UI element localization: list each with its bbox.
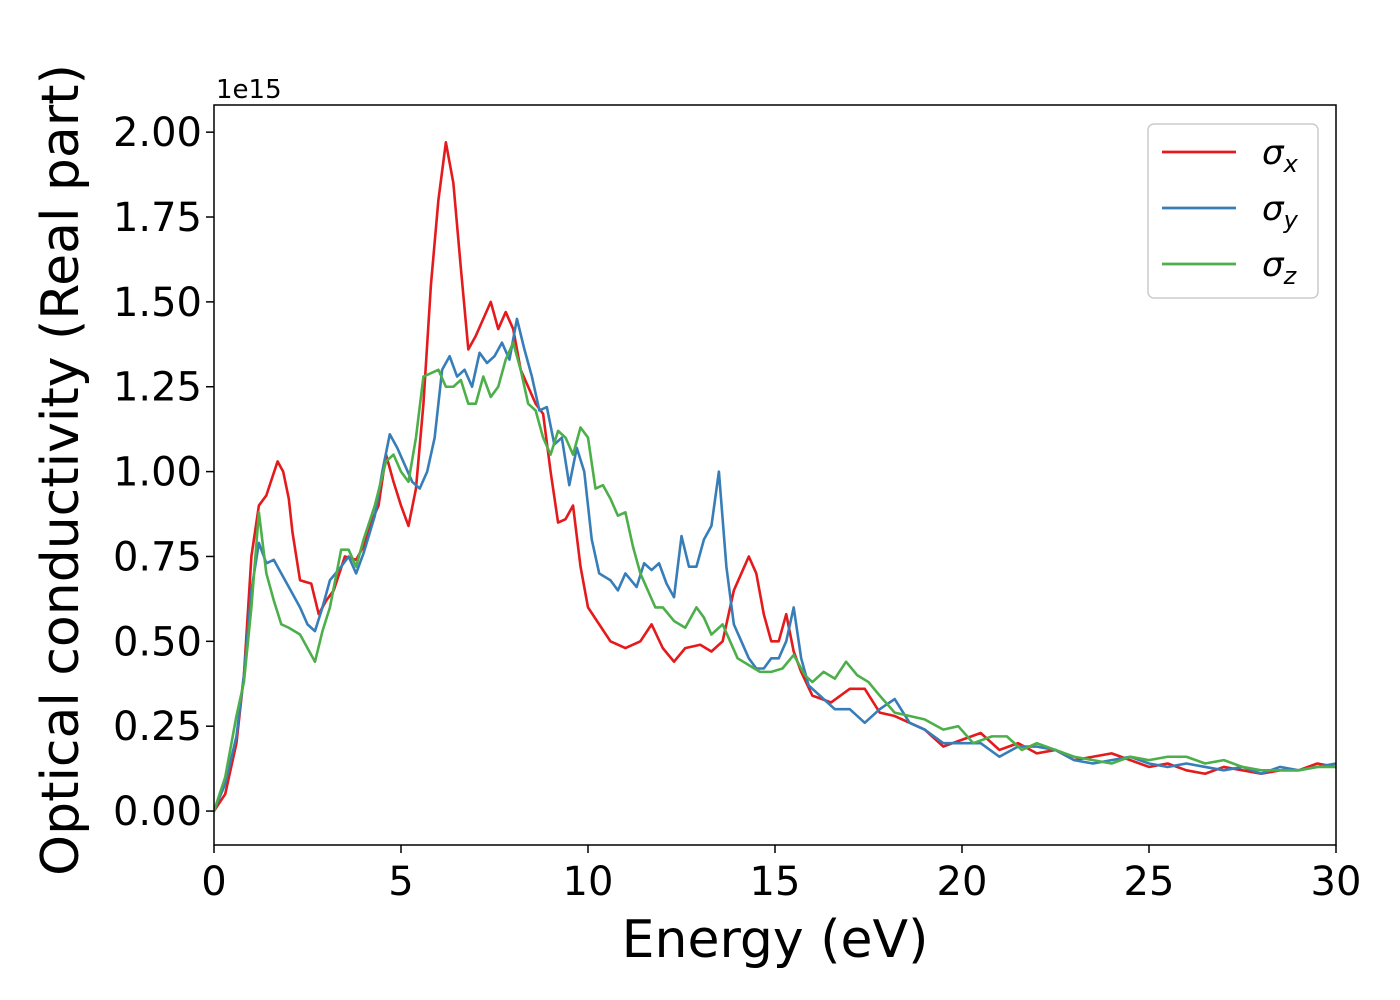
x-tick-label: 20 xyxy=(937,859,988,905)
series-line-y xyxy=(214,317,1336,813)
y-tick-label: 1.75 xyxy=(113,195,202,241)
plot-lines xyxy=(214,141,1336,813)
y-tick-label: 1.50 xyxy=(113,280,202,326)
legend-frame xyxy=(1147,123,1319,299)
legend-symbol: σ xyxy=(1262,133,1285,173)
y-tick-label: 1.00 xyxy=(113,450,202,496)
y-tick-label: 0.00 xyxy=(113,789,202,835)
x-tick-label: 15 xyxy=(750,859,801,905)
legend-entry-x: σx xyxy=(1262,133,1299,178)
x-tick-label: 5 xyxy=(388,859,413,905)
legend-subscript: x xyxy=(1283,150,1299,178)
x-axis-ticks: 0 5 10 15 20 25 30 xyxy=(201,845,1361,905)
x-tick-label: 0 xyxy=(201,859,226,905)
legend-entry-z: σz xyxy=(1262,245,1298,290)
x-axis-label: Energy (eV) xyxy=(622,910,929,970)
y-axis-label: Optical conductivity (Real part) xyxy=(31,64,91,876)
x-tick-label: 25 xyxy=(1124,859,1175,905)
series-line-z xyxy=(214,341,1336,813)
y-tick-label: 1.25 xyxy=(113,365,202,411)
y-tick-label: 0.75 xyxy=(113,534,202,580)
legend-subscript: z xyxy=(1283,262,1298,290)
legend-subscript: y xyxy=(1283,206,1299,234)
y-tick-label: 2.00 xyxy=(113,110,202,156)
y-tick-label: 0.50 xyxy=(113,619,202,665)
legend-symbol: σ xyxy=(1262,245,1285,285)
y-tick-label: 0.25 xyxy=(113,704,202,750)
x-tick-label: 10 xyxy=(563,859,614,905)
x-tick-label: 30 xyxy=(1311,859,1362,905)
legend-entry-y: σy xyxy=(1262,189,1299,234)
legend-symbol: σ xyxy=(1262,189,1285,229)
y-axis-ticks: 0.00 0.25 0.50 0.75 1.00 1.25 1.50 1.75 2.00 xyxy=(113,110,214,835)
y-axis-offset-label: 1e15 xyxy=(216,75,282,105)
